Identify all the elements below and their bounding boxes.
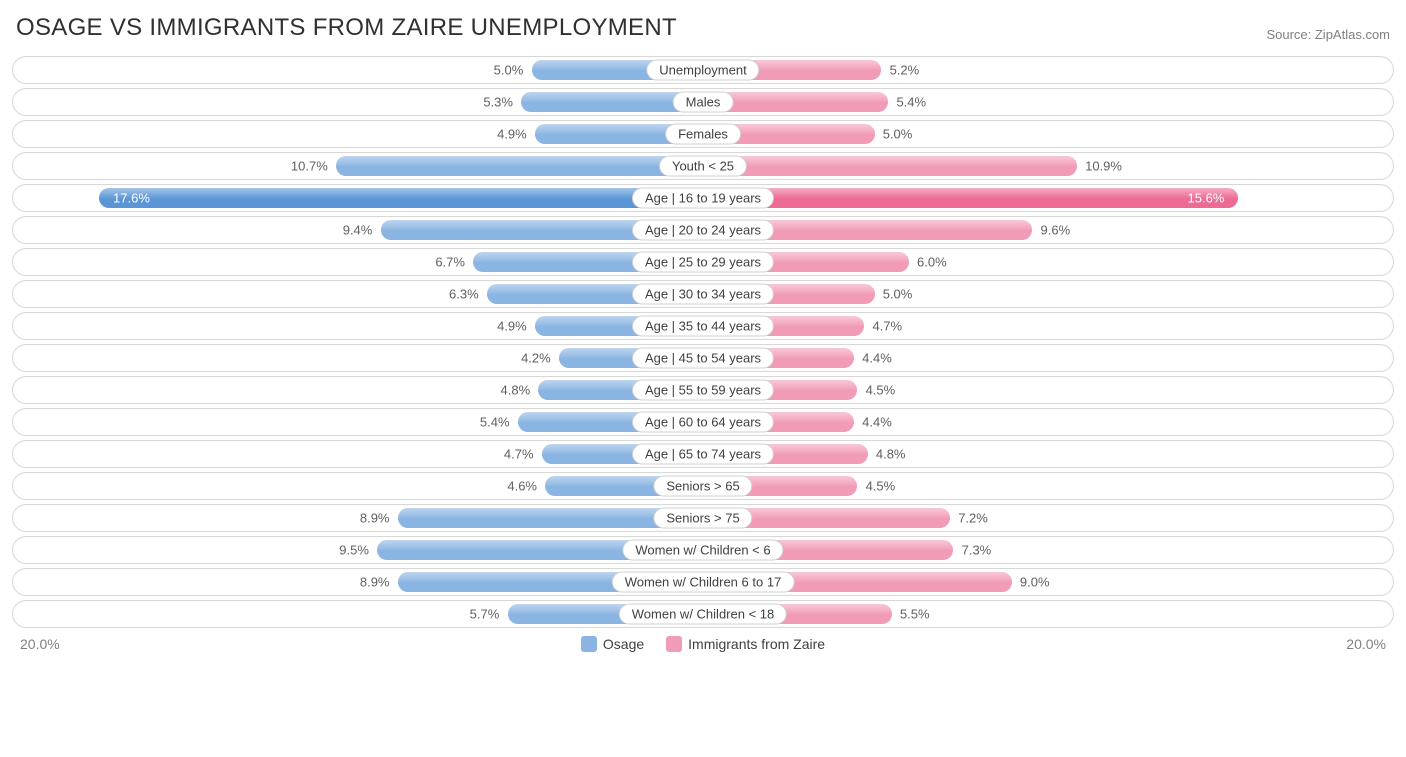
- row-label-pill: Age | 35 to 44 years: [632, 316, 774, 337]
- value-right: 15.6%: [1188, 191, 1225, 206]
- value-right: 7.2%: [958, 511, 988, 526]
- bar-left: [336, 156, 703, 176]
- value-left: 9.5%: [339, 543, 369, 558]
- chart-title: OSAGE VS IMMIGRANTS FROM ZAIRE UNEMPLOYM…: [16, 14, 677, 42]
- chart-row: 4.7% 4.8% Age | 65 to 74 years: [12, 440, 1394, 468]
- value-right: 4.5%: [866, 383, 896, 398]
- row-label-pill: Youth < 25: [659, 156, 747, 177]
- row-label-pill: Males: [673, 92, 734, 113]
- row-label-pill: Age | 65 to 74 years: [632, 444, 774, 465]
- value-left: 8.9%: [360, 511, 390, 526]
- value-right: 4.4%: [862, 351, 892, 366]
- row-label-pill: Unemployment: [646, 60, 759, 81]
- value-right: 4.5%: [866, 479, 896, 494]
- legend-item-right: Immigrants from Zaire: [666, 636, 825, 652]
- chart-row: 6.3% 5.0% Age | 30 to 34 years: [12, 280, 1394, 308]
- value-left: 4.6%: [507, 479, 537, 494]
- value-left: 5.3%: [483, 95, 513, 110]
- legend-label-left: Osage: [603, 636, 644, 652]
- value-right: 5.0%: [883, 287, 913, 302]
- row-label-pill: Seniors > 65: [653, 476, 752, 497]
- chart-row: 4.6% 4.5% Seniors > 65: [12, 472, 1394, 500]
- chart-row: 10.7% 10.9% Youth < 25: [12, 152, 1394, 180]
- value-left: 4.8%: [501, 383, 531, 398]
- chart-source: Source: ZipAtlas.com: [1266, 27, 1390, 42]
- value-left: 4.2%: [521, 351, 551, 366]
- value-right: 4.8%: [876, 447, 906, 462]
- value-right: 9.6%: [1041, 223, 1071, 238]
- bar-left: [99, 188, 703, 208]
- value-left: 5.0%: [494, 63, 524, 78]
- chart-rows: 5.0% 5.2% Unemployment 5.3% 5.4% Males 4.9% 5.0…: [12, 56, 1394, 628]
- chart-row: 9.4% 9.6% Age | 20 to 24 years: [12, 216, 1394, 244]
- chart-legend: Osage Immigrants from Zaire: [581, 636, 825, 652]
- value-left: 6.3%: [449, 287, 479, 302]
- value-left: 4.9%: [497, 127, 527, 142]
- value-right: 5.2%: [890, 63, 920, 78]
- value-left: 10.7%: [291, 159, 328, 174]
- row-label-pill: Age | 45 to 54 years: [632, 348, 774, 369]
- legend-swatch-left: [581, 636, 597, 652]
- chart-row: 4.2% 4.4% Age | 45 to 54 years: [12, 344, 1394, 372]
- value-right: 5.0%: [883, 127, 913, 142]
- row-label-pill: Seniors > 75: [653, 508, 752, 529]
- chart-row: 8.9% 9.0% Women w/ Children 6 to 17: [12, 568, 1394, 596]
- value-left: 5.4%: [480, 415, 510, 430]
- row-label-pill: Age | 30 to 34 years: [632, 284, 774, 305]
- chart-row: 17.6% 15.6% Age | 16 to 19 years: [12, 184, 1394, 212]
- legend-item-left: Osage: [581, 636, 644, 652]
- row-label-pill: Women w/ Children < 6: [622, 540, 783, 561]
- axis-label-right: 20.0%: [1346, 636, 1386, 652]
- value-left: 17.6%: [113, 191, 150, 206]
- row-label-pill: Age | 16 to 19 years: [632, 188, 774, 209]
- chart-row: 4.8% 4.5% Age | 55 to 59 years: [12, 376, 1394, 404]
- row-label-pill: Females: [665, 124, 741, 145]
- value-right: 5.5%: [900, 607, 930, 622]
- chart-container: OSAGE VS IMMIGRANTS FROM ZAIRE UNEMPLOYM…: [0, 0, 1406, 664]
- value-right: 10.9%: [1085, 159, 1122, 174]
- row-label-pill: Women w/ Children 6 to 17: [612, 572, 795, 593]
- legend-label-right: Immigrants from Zaire: [688, 636, 825, 652]
- row-label-pill: Women w/ Children < 18: [619, 604, 787, 625]
- value-right: 9.0%: [1020, 575, 1050, 590]
- row-label-pill: Age | 25 to 29 years: [632, 252, 774, 273]
- value-right: 5.4%: [896, 95, 926, 110]
- chart-row: 6.7% 6.0% Age | 25 to 29 years: [12, 248, 1394, 276]
- row-label-pill: Age | 60 to 64 years: [632, 412, 774, 433]
- row-label-pill: Age | 20 to 24 years: [632, 220, 774, 241]
- chart-row: 5.0% 5.2% Unemployment: [12, 56, 1394, 84]
- chart-row: 5.7% 5.5% Women w/ Children < 18: [12, 600, 1394, 628]
- chart-header: OSAGE VS IMMIGRANTS FROM ZAIRE UNEMPLOYM…: [12, 8, 1394, 56]
- value-left: 4.7%: [504, 447, 534, 462]
- value-right: 4.4%: [862, 415, 892, 430]
- chart-row: 5.3% 5.4% Males: [12, 88, 1394, 116]
- value-right: 6.0%: [917, 255, 947, 270]
- value-right: 7.3%: [962, 543, 992, 558]
- axis-label-left: 20.0%: [20, 636, 60, 652]
- value-left: 8.9%: [360, 575, 390, 590]
- bar-right: [703, 156, 1077, 176]
- value-left: 5.7%: [470, 607, 500, 622]
- chart-row: 4.9% 5.0% Females: [12, 120, 1394, 148]
- legend-swatch-right: [666, 636, 682, 652]
- chart-row: 5.4% 4.4% Age | 60 to 64 years: [12, 408, 1394, 436]
- value-left: 4.9%: [497, 319, 527, 334]
- row-label-pill: Age | 55 to 59 years: [632, 380, 774, 401]
- chart-row: 9.5% 7.3% Women w/ Children < 6: [12, 536, 1394, 564]
- chart-footer: 20.0% Osage Immigrants from Zaire 20.0%: [12, 628, 1394, 652]
- chart-row: 4.9% 4.7% Age | 35 to 44 years: [12, 312, 1394, 340]
- value-right: 4.7%: [872, 319, 902, 334]
- bar-right: [703, 188, 1238, 208]
- value-left: 6.7%: [435, 255, 465, 270]
- value-left: 9.4%: [343, 223, 373, 238]
- chart-row: 8.9% 7.2% Seniors > 75: [12, 504, 1394, 532]
